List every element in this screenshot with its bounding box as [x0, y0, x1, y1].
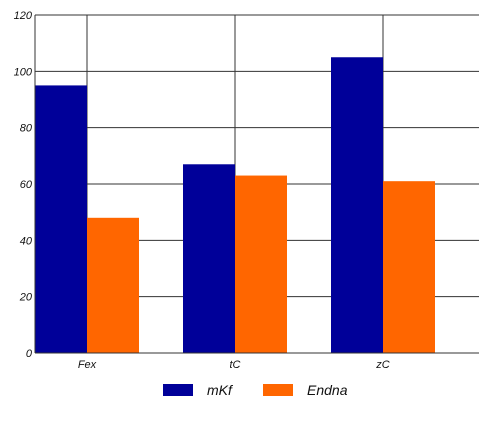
bar-mKf-Fex: [35, 85, 87, 354]
x-tick-labels: Fex tC zC: [78, 359, 390, 371]
bars: [35, 57, 435, 354]
y-tick-labels: 0 20 40 60 80 100 120: [14, 10, 33, 360]
x-tick-label: zC: [375, 359, 390, 371]
y-tick-label: 100: [14, 66, 33, 78]
axes: [34, 15, 479, 354]
bar-Endna-Fex: [87, 217, 139, 353]
bar-mKf-tC: [183, 164, 235, 353]
y-tick-label: 40: [20, 235, 33, 247]
legend-label: Endna: [307, 382, 348, 398]
x-tick-label: tC: [230, 359, 241, 371]
y-tick-label: 60: [20, 179, 33, 191]
legend: mKf Endna: [163, 382, 348, 398]
y-tick-label: 120: [14, 10, 33, 22]
x-tick-label: Fex: [78, 359, 97, 371]
y-tick-label: 80: [20, 123, 33, 135]
bar-Endna-tC: [235, 175, 287, 353]
legend-label: mKf: [207, 382, 234, 398]
y-tick-label: 20: [19, 292, 33, 304]
bar-mKf-zC: [331, 57, 383, 353]
y-tick-label: 0: [26, 348, 33, 360]
bar-Endna-zC: [383, 181, 435, 353]
legend-swatch-mKf: [163, 384, 193, 396]
legend-swatch-Endna: [263, 384, 293, 396]
